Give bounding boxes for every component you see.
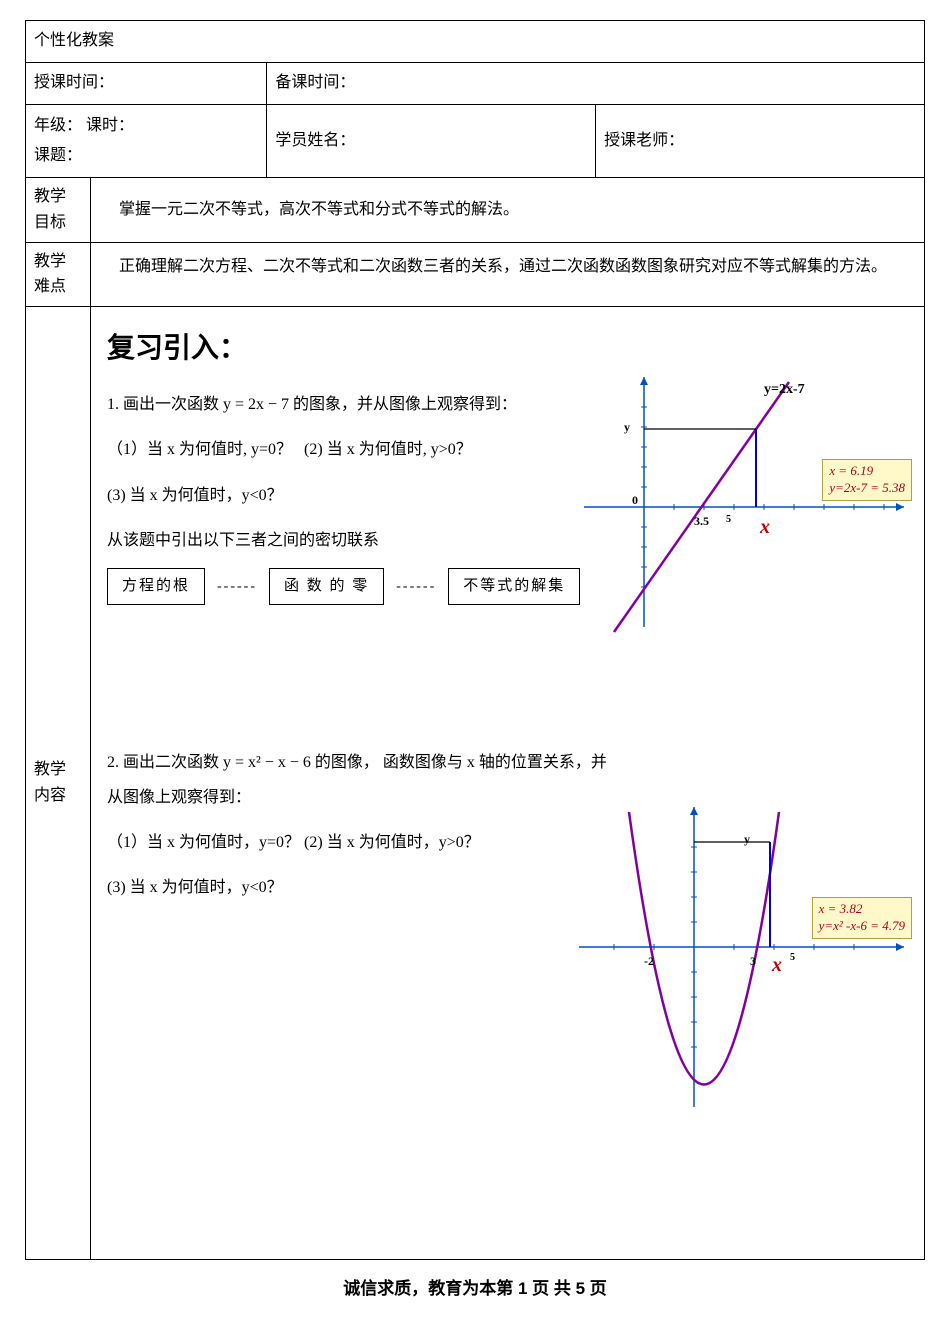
footer-motto: 诚信求质，教育为本 xyxy=(343,1279,496,1298)
p2-q1: （1）当 x 为何值时，y=0？ xyxy=(107,834,300,851)
graph2-tick-5: 5 xyxy=(790,949,795,967)
graph2-tooltip-l1: x = 3.82 xyxy=(819,901,863,916)
topic-label: 课题： xyxy=(34,147,82,164)
p2-q3: (3) 当 x 为何值时，y<0？ xyxy=(107,870,617,905)
dashes-1: ------ xyxy=(217,574,257,599)
student-label: 学员姓名： xyxy=(275,132,355,149)
page: 个性化教案 授课时间： 备课时间： 年级： 课时： 课题： 学员姓名： 授课老师… xyxy=(25,20,925,1304)
teacher-cell: 授课老师： xyxy=(596,104,925,178)
graph1-tick-5: 5 xyxy=(726,511,731,529)
difficulty-label-cell: 教学难点 xyxy=(26,242,91,306)
p1-questions: （1）当 x 为何值时, y=0？ (2) 当 x 为何值时, y>0？ xyxy=(107,432,617,467)
p1-q1: （1）当 x 为何值时, y=0？ xyxy=(107,441,292,458)
graph2-x-label: x xyxy=(772,947,782,983)
dashes-2: ------ xyxy=(396,574,436,599)
graph1-tooltip-l1: x = 6.19 xyxy=(829,463,873,478)
content-cell: 复习引入： 1. 画出一次函数 y = 2x − 7 的图象，并从图像上观察得到… xyxy=(91,306,925,1259)
teacher-label: 授课老师： xyxy=(604,132,684,149)
goal-text-cell: 掌握一元二次不等式，高次不等式和分式不等式的解法。 xyxy=(91,178,925,242)
relation-row: 方程的根 ------ 函 数 的 零 ------ 不等式的解集 xyxy=(107,568,617,605)
prep-time-label: 备课时间： xyxy=(275,74,355,91)
lesson-plan-table: 个性化教案 授课时间： 备课时间： 年级： 课时： 课题： 学员姓名： 授课老师… xyxy=(25,20,925,1260)
p2-questions: （1）当 x 为何值时，y=0？ (2) 当 x 为何值时，y>0？ xyxy=(107,825,617,860)
doc-title-cell: 个性化教案 xyxy=(26,21,925,63)
goal-label: 教学目标 xyxy=(34,184,82,235)
rel-box-3: 不等式的解集 xyxy=(448,568,580,605)
content-area: 复习引入： 1. 画出一次函数 y = 2x − 7 的图象，并从图像上观察得到… xyxy=(91,307,924,1259)
teach-time-label: 授课时间： xyxy=(34,74,114,91)
graph2-tooltip-l2: y=x² -x-6 = 4.79 xyxy=(819,918,905,933)
graph1-tooltip-l2: y=2x-7 = 5.38 xyxy=(829,480,905,495)
p1-intro: 1. 画出一次函数 y = 2x − 7 的图象，并从图像上观察得到： xyxy=(107,387,617,422)
problem-2-block: 2. 画出二次函数 y = x² − x − 6 的图像， 函数图像与 x 轴的… xyxy=(107,745,617,906)
difficulty-text-cell: 正确理解二次方程、二次不等式和二次函数三者的关系，通过二次函数函数图象研究对应不… xyxy=(91,242,925,306)
graph-linear: y=2x-7 y 3.5 5 0 x x = 6.19 y=2x-7 = 5.3… xyxy=(574,357,914,637)
difficulty-label: 教学难点 xyxy=(34,249,82,300)
graph1-tick-35: 3.5 xyxy=(694,511,709,533)
content-label: 教学内容 xyxy=(34,757,82,808)
goal-text: 掌握一元二次不等式，高次不等式和分式不等式的解法。 xyxy=(119,201,519,218)
graph2-tick-3: 3 xyxy=(750,951,756,973)
graph1-y-marker: y xyxy=(624,417,630,439)
graph1-tooltip: x = 6.19 y=2x-7 = 5.38 xyxy=(822,459,912,501)
graph2-y-marker: y xyxy=(744,829,750,851)
problem-1-block: 1. 画出一次函数 y = 2x − 7 的图象，并从图像上观察得到： （1）当… xyxy=(107,387,617,605)
graph2-tooltip: x = 3.82 y=x² -x-6 = 4.79 xyxy=(812,897,912,939)
graph-quadratic: y -2 3 5 x x = 3.82 y=x² -x-6 = 4.79 xyxy=(574,797,914,1117)
page-footer: 诚信求质，教育为本第 1 页 共 5 页 xyxy=(25,1274,925,1305)
grade-topic-cell: 年级： 课时： 课题： xyxy=(26,104,267,178)
p2-q2: (2) 当 x 为何值时，y>0？ xyxy=(304,834,480,851)
teach-time-cell: 授课时间： xyxy=(26,62,267,104)
graph1-origin: 0 xyxy=(632,490,638,512)
content-label-cell: 教学内容 xyxy=(26,306,91,1259)
doc-title: 个性化教案 xyxy=(34,32,114,49)
p1-q3: (3) 当 x 为何值时，y<0？ xyxy=(107,478,617,513)
p2-intro: 2. 画出二次函数 y = x² − x − 6 的图像， 函数图像与 x 轴的… xyxy=(107,745,617,815)
difficulty-text: 正确理解二次方程、二次不等式和二次函数三者的关系，通过二次函数函数图象研究对应不… xyxy=(119,258,887,275)
rel-box-2: 函 数 的 零 xyxy=(269,568,384,605)
student-cell: 学员姓名： xyxy=(267,104,596,178)
goal-label-cell: 教学目标 xyxy=(26,178,91,242)
graph1-equation: y=2x-7 xyxy=(764,377,805,402)
prep-time-cell: 备课时间： xyxy=(267,62,925,104)
grade-label: 年级： xyxy=(34,117,82,134)
p1-conclusion: 从该题中引出以下三者之间的密切联系 xyxy=(107,523,617,558)
p1-q2: (2) 当 x 为何值时, y>0？ xyxy=(304,441,472,458)
footer-page: 第 1 页 共 5 页 xyxy=(496,1279,607,1298)
rel-box-1: 方程的根 xyxy=(107,568,205,605)
period-label: 课时： xyxy=(86,117,134,134)
graph2-tick-neg2: -2 xyxy=(644,951,654,973)
graph1-x-label: x xyxy=(760,509,770,545)
